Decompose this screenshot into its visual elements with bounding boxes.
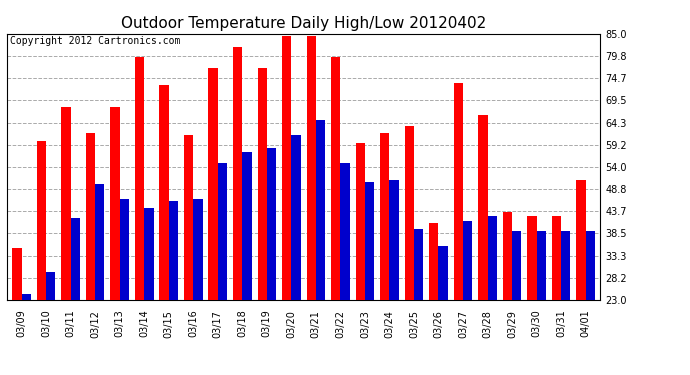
- Bar: [488, 216, 497, 300]
- Bar: [193, 199, 203, 300]
- Bar: [184, 135, 193, 300]
- Bar: [242, 152, 252, 300]
- Bar: [429, 223, 438, 300]
- Bar: [404, 126, 414, 300]
- Bar: [37, 141, 46, 300]
- Bar: [110, 107, 119, 300]
- Bar: [218, 163, 227, 300]
- Bar: [478, 116, 488, 300]
- Title: Outdoor Temperature Daily High/Low 20120402: Outdoor Temperature Daily High/Low 20120…: [121, 16, 486, 31]
- Text: Copyright 2012 Cartronics.com: Copyright 2012 Cartronics.com: [10, 36, 180, 46]
- Bar: [537, 231, 546, 300]
- Bar: [512, 231, 522, 300]
- Bar: [144, 208, 154, 300]
- Bar: [21, 294, 31, 300]
- Bar: [159, 85, 169, 300]
- Bar: [389, 180, 399, 300]
- Bar: [306, 36, 316, 300]
- Bar: [208, 68, 218, 300]
- Bar: [503, 212, 512, 300]
- Bar: [282, 36, 291, 300]
- Bar: [463, 220, 472, 300]
- Bar: [86, 132, 95, 300]
- Bar: [355, 143, 365, 300]
- Bar: [561, 231, 571, 300]
- Bar: [316, 120, 325, 300]
- Bar: [331, 57, 340, 300]
- Bar: [95, 184, 104, 300]
- Bar: [12, 249, 21, 300]
- Bar: [46, 272, 55, 300]
- Bar: [527, 216, 537, 300]
- Bar: [365, 182, 374, 300]
- Bar: [414, 229, 423, 300]
- Bar: [453, 83, 463, 300]
- Bar: [380, 132, 389, 300]
- Bar: [169, 201, 178, 300]
- Bar: [340, 163, 350, 300]
- Bar: [291, 135, 301, 300]
- Bar: [552, 216, 561, 300]
- Bar: [119, 199, 129, 300]
- Bar: [586, 231, 595, 300]
- Bar: [438, 246, 448, 300]
- Bar: [257, 68, 267, 300]
- Bar: [70, 218, 80, 300]
- Bar: [233, 46, 242, 300]
- Bar: [61, 107, 70, 300]
- Bar: [135, 57, 144, 300]
- Bar: [576, 180, 586, 300]
- Bar: [267, 147, 276, 300]
